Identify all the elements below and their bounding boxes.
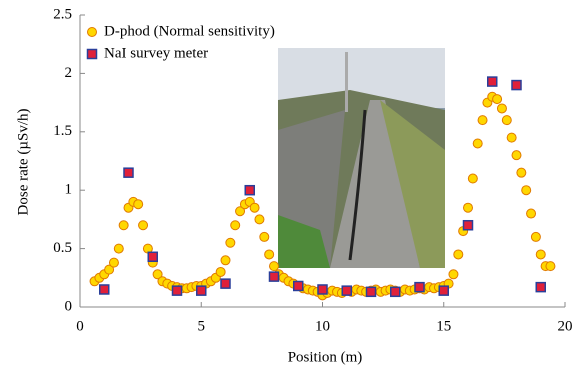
point <box>215 266 226 277</box>
point <box>487 76 498 87</box>
y-tick-label: 0.5 <box>53 240 72 256</box>
point <box>438 285 449 296</box>
point <box>123 167 134 178</box>
point <box>492 94 503 105</box>
y-tick-label: 2.5 <box>53 6 72 22</box>
point <box>511 79 522 91</box>
point <box>467 173 478 184</box>
point <box>545 261 556 272</box>
x-tick-label: 5 <box>198 318 206 334</box>
point <box>264 249 275 260</box>
point <box>453 249 464 260</box>
point <box>535 281 546 293</box>
point <box>463 202 473 213</box>
point <box>293 280 304 292</box>
legend-label: D-phod (Normal sensitivity) <box>104 23 275 39</box>
point <box>118 220 129 231</box>
x-tick-label: 20 <box>558 318 573 334</box>
x-tick-label: 0 <box>76 318 84 334</box>
point <box>113 243 124 254</box>
point <box>108 257 119 268</box>
point <box>535 249 546 260</box>
point <box>268 271 280 282</box>
legend-marker <box>87 27 97 37</box>
point <box>133 199 144 210</box>
point <box>341 285 352 296</box>
y-axis-label: Dose rate (µSv/h) <box>15 109 31 216</box>
point <box>235 206 246 217</box>
point <box>99 284 110 295</box>
point <box>501 115 512 126</box>
x-tick-label: 15 <box>436 318 451 334</box>
point <box>317 284 328 295</box>
point <box>506 132 517 143</box>
x-axis-label: Position (m) <box>288 349 363 365</box>
point <box>147 251 158 263</box>
point <box>244 184 255 196</box>
point <box>220 278 231 289</box>
point <box>152 269 163 280</box>
x-tick-label: 10 <box>315 318 330 334</box>
point <box>526 208 537 219</box>
point <box>269 261 279 272</box>
y-tick-label: 0 <box>65 298 73 314</box>
legend-label: NaI survey meter <box>104 45 208 61</box>
point <box>220 255 231 266</box>
point <box>230 220 241 231</box>
point <box>530 231 541 242</box>
point <box>249 202 260 213</box>
point <box>448 269 459 280</box>
point <box>477 115 488 126</box>
point <box>390 286 401 298</box>
point <box>171 285 183 296</box>
legend-marker <box>86 48 98 60</box>
y-tick-label: 1.5 <box>53 123 72 139</box>
point <box>365 286 377 298</box>
point <box>472 138 483 149</box>
point <box>414 281 425 293</box>
point <box>511 150 522 161</box>
point <box>138 220 149 231</box>
y-tick-label: 2 <box>65 65 73 81</box>
y-tick-label: 1 <box>65 182 73 198</box>
point <box>516 167 527 178</box>
point <box>496 103 507 114</box>
point <box>196 285 207 296</box>
point <box>254 214 265 225</box>
point <box>225 237 236 248</box>
point <box>521 185 532 196</box>
point <box>104 264 115 275</box>
photo <box>278 48 445 268</box>
point <box>462 219 474 231</box>
point <box>259 231 270 242</box>
